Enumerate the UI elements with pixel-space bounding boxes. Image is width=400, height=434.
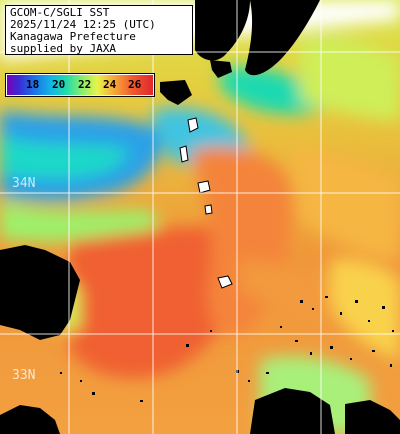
header-info-box: GCOM-C/SGLI SST 2025/11/24 12:25 (UTC) K… — [5, 5, 193, 55]
scale-label-20: 20 — [52, 78, 66, 91]
scale-label-24: 24 — [103, 78, 117, 91]
observation-time: 2025/11/24 12:25 (UTC) — [10, 18, 156, 31]
scale-label-18: 18 — [26, 78, 40, 91]
islands — [179, 117, 233, 289]
scale-label-26: 26 — [128, 78, 142, 91]
supplier-label: supplied by JAXA — [10, 42, 116, 55]
sensor-title: GCOM-C/SGLI SST — [10, 6, 110, 19]
lat-label-34n: 34N — [12, 176, 36, 191]
temperature-gradient — [7, 75, 153, 95]
prefecture-label: Kanagawa Prefecture — [10, 30, 136, 43]
temperature-scale: 18 20 22 24 26 — [5, 73, 155, 97]
scale-label-22: 22 — [78, 78, 92, 91]
lat-label-33n: 33N — [12, 368, 36, 383]
